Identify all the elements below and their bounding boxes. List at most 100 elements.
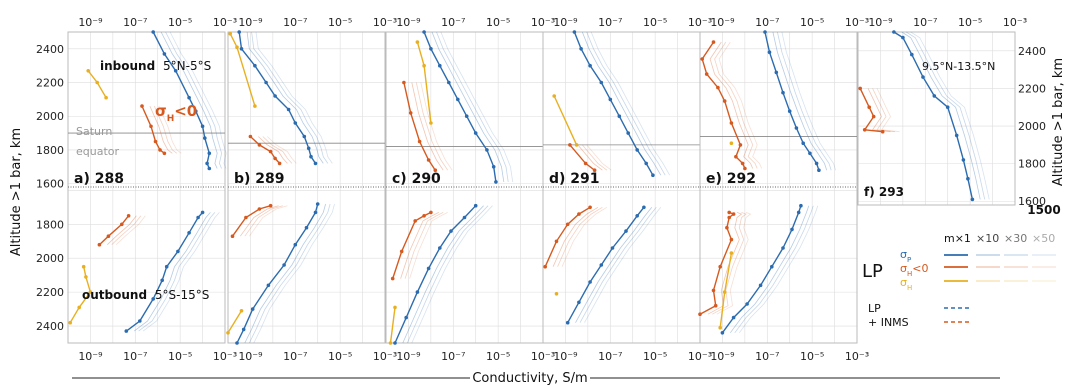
x-tick-bottom-label: 10⁻⁹	[710, 350, 734, 363]
sigma-p-outbound-line	[721, 205, 802, 334]
y-tick-left-label: 1800	[36, 218, 64, 231]
legend-mult-4: ×50	[1032, 232, 1055, 245]
y-tick-right-label: 1600	[1018, 195, 1046, 208]
sigma-h-inbound-point	[729, 141, 734, 145]
sigma-h-neg-outbound-mult	[404, 212, 444, 279]
sigma-p-inbound-point	[801, 141, 805, 145]
sigma-h-neg-inbound-point	[583, 161, 588, 166]
sigma-h-neg-outbound-mult	[409, 212, 448, 279]
sigma-p-inbound-point	[781, 90, 785, 95]
sigma-p-inbound-point	[932, 94, 937, 98]
x-tick-bottom-label: 10⁻³	[213, 350, 237, 363]
sigma-h-neg-inbound-mult	[258, 136, 288, 164]
sigma-h-neg-outbound-line	[98, 215, 130, 246]
sigma-h-neg-outbound-point	[230, 234, 235, 238]
sigma-p-inbound-mult	[905, 31, 986, 200]
sigma-p-inbound-point	[626, 131, 630, 135]
sigma-h-outbound-point	[729, 251, 734, 255]
saturn-equator-label-1: Saturn	[76, 125, 112, 138]
panel-frame	[857, 31, 1016, 206]
sigma-p-inbound-point	[207, 151, 212, 156]
plot-layer: 10⁻⁹ 10⁻⁷ 10⁻⁵ 10⁻³10⁻⁹ 10⁻⁷ 10⁻⁵ 10⁻³a) 28810…	[36, 16, 1046, 363]
sigma-p-inbound-point	[286, 107, 291, 112]
sigma-p-outbound-point	[315, 202, 320, 206]
sigma-h-neg-outbound-point	[106, 234, 111, 238]
sigma-p-inbound-mult	[436, 31, 509, 182]
sigma-h-outbound-point	[722, 290, 727, 294]
sigma-p-inbound-mult	[169, 31, 227, 169]
sigma-h-neg-outbound-point	[244, 215, 248, 220]
legend-lp-inms-2: + INMS	[868, 316, 909, 329]
sigma-h-neg-inbound-point	[408, 111, 413, 115]
sigma-h-neg-outbound-mult	[552, 206, 599, 267]
sigma-h-neg-inbound-point	[153, 139, 158, 144]
panel-6: 10⁻⁹ 10⁻⁷ 10⁻⁵ 10⁻³ f) 293	[857, 16, 1027, 206]
legend-mult-1: m×1	[944, 232, 971, 245]
sigma-h-neg-inbound-mult	[867, 88, 891, 133]
sigma-p-inbound-mult	[901, 31, 981, 200]
sigma-h-neg-outbound-mult	[115, 215, 146, 245]
sigma-h-inbound-point	[228, 31, 232, 36]
sigma-p-outbound-point	[164, 264, 169, 269]
sigma-h-neg-outbound-mult	[248, 205, 288, 237]
sigma-p-inbound-point	[617, 114, 622, 118]
sigma-h-neg-inbound-point	[162, 151, 167, 156]
legend-sp-sym: σ	[900, 248, 907, 261]
x-tick-bottom-label: 10⁻⁹	[553, 350, 577, 363]
sigma-p-outbound-point	[404, 315, 409, 320]
x-tick-bottom-label: 10⁻⁹	[78, 350, 102, 363]
sigma-p-inbound-mult	[581, 31, 662, 176]
sigma-p-outbound-point	[250, 307, 255, 311]
sigma-p-inbound-mult	[255, 31, 333, 164]
sigma-p-outbound-point	[235, 341, 239, 345]
sigma-p-outbound-mult	[584, 207, 662, 323]
legend-sh-sub: H	[907, 284, 912, 292]
sigma-p-inbound-line	[423, 31, 497, 183]
sigma-p-outbound-point	[160, 278, 164, 283]
sigma-h-neg-outbound-point	[399, 249, 404, 254]
sigma-h-outbound-point	[388, 341, 393, 345]
sigma-h-neg-outbound-point	[429, 210, 433, 215]
y-tick-left-label: 2400	[36, 43, 64, 56]
x-tick-top-label: 10⁻⁷	[283, 16, 307, 29]
sigma-p-inbound-point	[954, 133, 959, 138]
sigma-p-outbound-point	[187, 231, 191, 235]
sigma-h-neg-inbound-point	[426, 158, 431, 162]
sigma-p-inbound-point	[473, 131, 478, 135]
sigma-h-outbound-line	[389, 307, 396, 344]
sigma-p-inbound-point	[579, 47, 583, 51]
sigma-p-inbound-mult	[586, 31, 666, 176]
x-tick-top-label: 10⁻⁵	[168, 16, 192, 29]
sigma-h-neg-inbound-point	[716, 85, 720, 90]
sigma-p-inbound-point	[302, 134, 307, 139]
sigma-h-neg-outbound-point	[731, 212, 736, 216]
sigma-p-outbound-point	[124, 329, 129, 333]
sigma-p-inbound-point	[921, 75, 925, 79]
sigma-h-neg-outbound-mult	[111, 215, 142, 245]
sigma-p-outbound-point	[720, 331, 725, 335]
x-tick-top-label: 10⁻⁹	[710, 16, 734, 29]
sigma-p-inbound-point	[767, 50, 772, 54]
outbound-annotation: outbound 5°S-15°S	[82, 288, 209, 302]
x-tick-top-label: 10⁻⁵	[328, 16, 352, 29]
sigma-h-neg-outbound-point	[711, 288, 716, 293]
sigma-h-inbound-point	[415, 40, 420, 44]
y-axis-title-right: Altitude >1 bar, km	[1051, 58, 1066, 186]
sigma-h-neg-outbound-mult	[239, 205, 279, 237]
sigma-p-inbound-mult	[431, 31, 505, 182]
panel-label: f) 293	[864, 185, 904, 199]
sigma-h-neg-outbound-point	[713, 303, 718, 308]
sigma-p-inbound-point	[808, 151, 812, 156]
sigma-h-outbound-point	[393, 305, 397, 310]
x-tick-bottom-label: 10⁻⁵	[328, 350, 352, 363]
x-tick-top-label: 10⁻⁷	[755, 16, 779, 29]
legend-shneg-tail: <0	[912, 262, 928, 275]
y-tick-right-label: 2400	[1018, 45, 1046, 58]
sigma-p-inbound-point	[966, 176, 970, 181]
x-tick-bottom-label: 10⁻⁵	[800, 350, 824, 363]
sigma-p-inbound-point	[456, 97, 460, 102]
panel-label: e) 292	[706, 171, 756, 187]
sigma-h-outbound-point	[77, 305, 81, 310]
panel-label: b) 289	[234, 171, 285, 187]
sigma-h-outbound-point	[226, 331, 230, 335]
